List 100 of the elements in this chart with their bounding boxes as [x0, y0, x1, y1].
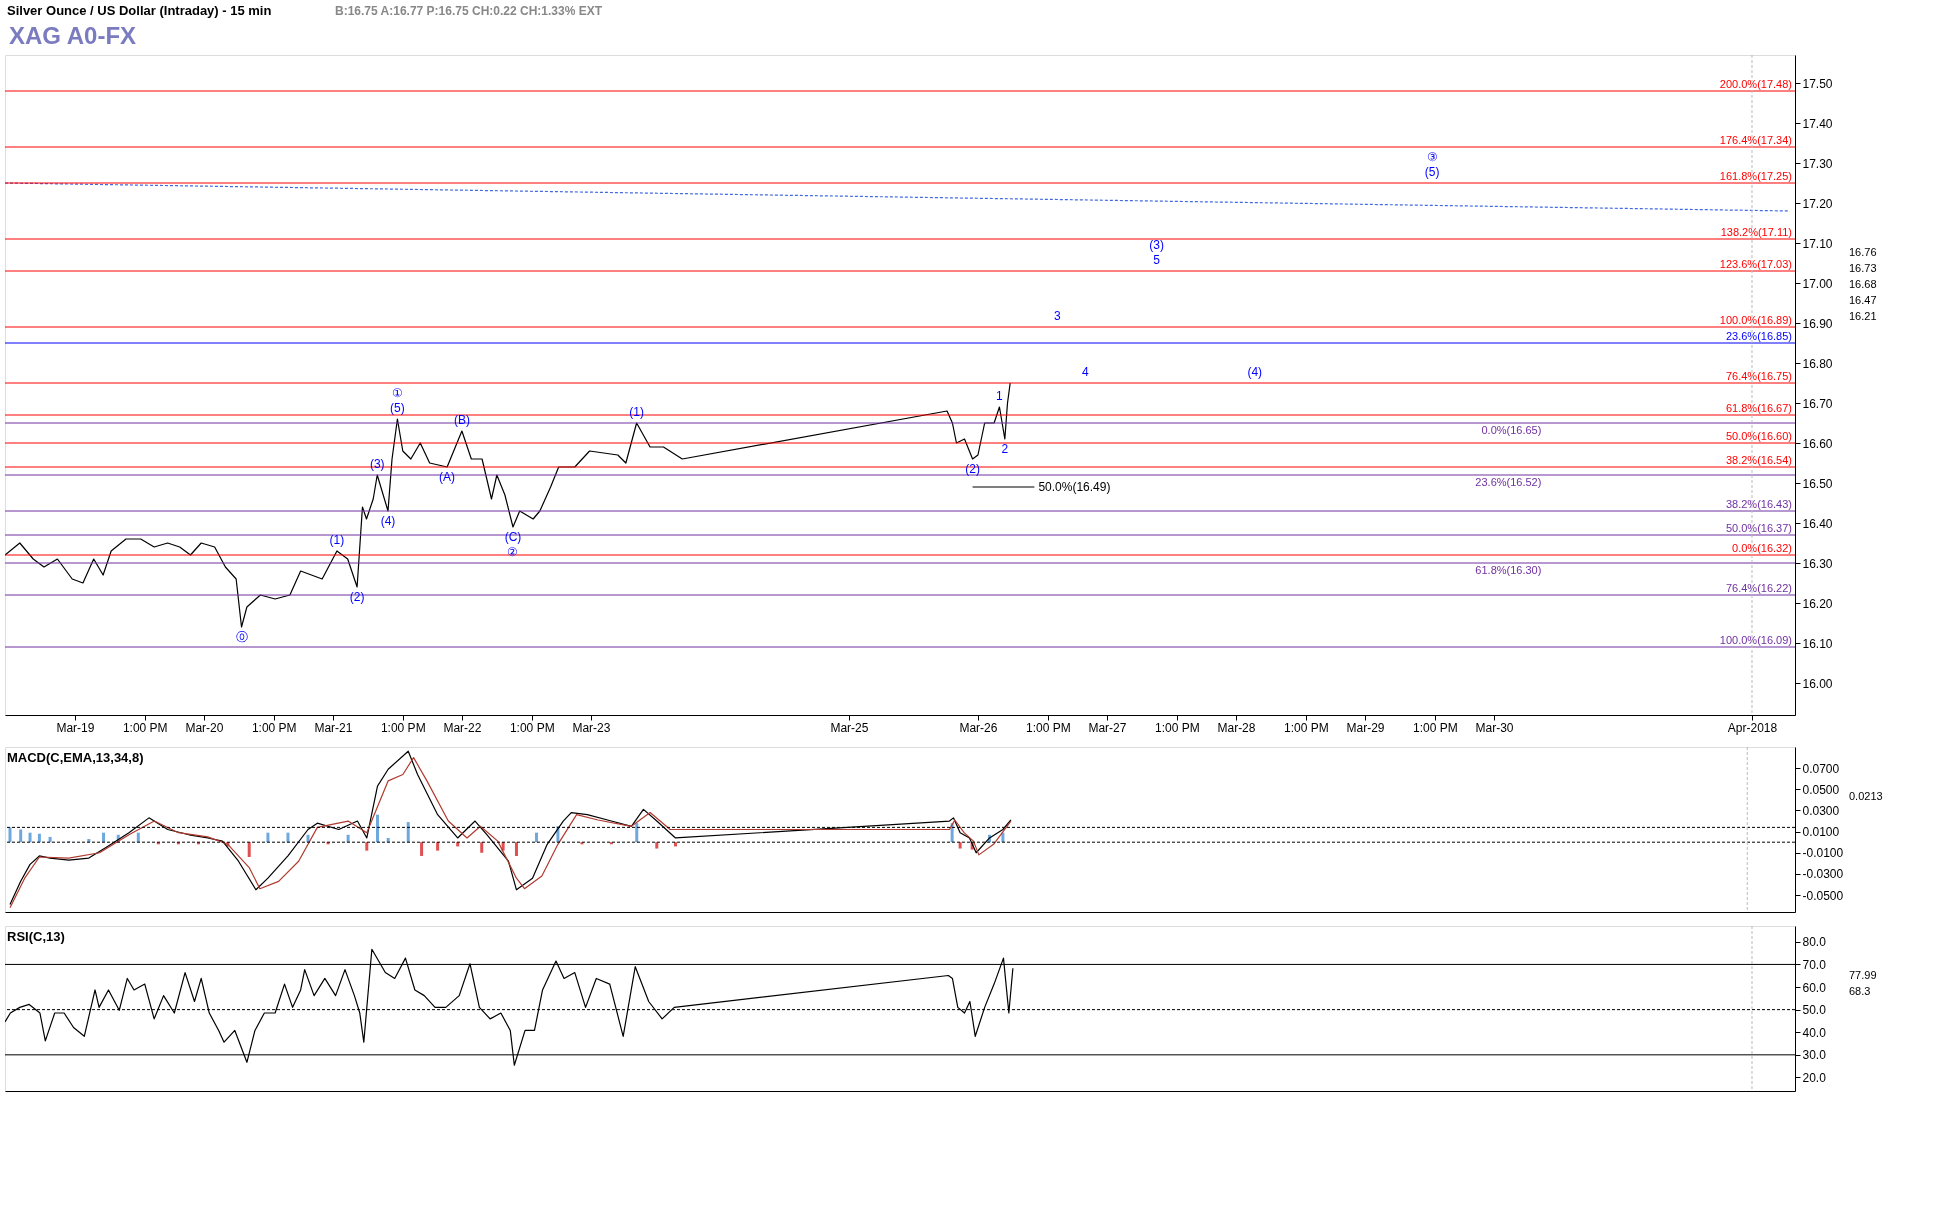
ref-line-label: 61.8%(16.30): [1475, 564, 1542, 576]
y-tick-label: -0.0100: [1802, 846, 1844, 861]
x-tick-label: Mar-30: [1475, 720, 1514, 735]
x-tick-label: Apr-2018: [1727, 720, 1778, 735]
x-tick-label: Mar-29: [1346, 720, 1385, 735]
annotation: (3): [369, 457, 385, 471]
text: 16.76: [1849, 246, 1877, 258]
x-tick-label: 1:00 PM: [122, 720, 168, 735]
y-tick-label: 0.0500: [1802, 782, 1840, 797]
y-tick-label: 20.0: [1802, 1070, 1827, 1085]
y-tick-label: 17.40: [1802, 116, 1833, 131]
chart-title: RSI(C,13): [7, 929, 65, 944]
y-tick-label: 40.0: [1802, 1025, 1827, 1040]
ref-line-label: 38.2%(16.43): [1725, 498, 1792, 510]
annotation: (5): [1424, 165, 1440, 179]
ref-line-label: 200.0%(17.48): [1719, 78, 1792, 90]
x-tick-label: 1:00 PM: [1025, 720, 1071, 735]
annotation: 1: [996, 389, 1004, 403]
ref-line-label: 76.4%(16.22): [1725, 582, 1792, 594]
ref-line-label: 38.2%(16.54): [1725, 454, 1792, 466]
annotation: ⓪: [235, 630, 248, 644]
ref-line-label: 61.8%(16.67): [1725, 402, 1792, 414]
ref-line-label: 76.4%(16.75): [1725, 370, 1792, 382]
annotation: (1): [629, 405, 644, 419]
y-tick-label: 16.60: [1802, 436, 1833, 451]
y-tick-label: 16.10: [1802, 636, 1833, 651]
ref-line-label: 138.2%(17.11): [1720, 226, 1792, 238]
y-tick-label: 16.00: [1802, 676, 1833, 691]
text: 16.21: [1849, 310, 1877, 322]
ref-line-label: 23.6%(16.52): [1475, 476, 1542, 488]
annotation: 2: [1001, 442, 1009, 456]
ref-line-label: 23.6%(16.85): [1725, 330, 1792, 342]
text: B:16.75 A:16.77 P:16.75 CH:0.22 CH:1.33% EXT: [335, 4, 603, 18]
x-tick-label: 1:00 PM: [251, 720, 297, 735]
chart-title: MACD(C,EMA,13,34,8): [7, 750, 144, 765]
chart-subtitle: XAG A0-FX: [9, 22, 137, 49]
x-tick-label: 1:00 PM: [1283, 720, 1329, 735]
ref-line-label: 100.0%(16.09): [1719, 634, 1792, 646]
ref-line-label: 50.0%(16.37): [1725, 522, 1792, 534]
x-tick-label: Mar-25: [830, 720, 869, 735]
ref-line-label: 123.6%(17.03): [1719, 258, 1792, 270]
annotation: ③: [1426, 150, 1438, 164]
y-tick-label: 17.20: [1802, 196, 1833, 211]
y-tick-label: 17.50: [1802, 76, 1833, 91]
x-tick-label: Mar-20: [185, 720, 224, 735]
text: 68.3: [1849, 984, 1871, 997]
y-tick-label: 16.40: [1802, 516, 1833, 531]
ref-line-label: 50.0%(16.60): [1725, 430, 1792, 442]
annotation: ①: [391, 386, 403, 400]
x-tick-label: Mar-28: [1217, 720, 1256, 735]
annotation: ②: [507, 545, 519, 559]
y-tick-label: 80.0: [1802, 935, 1827, 950]
annotation: (A): [439, 470, 456, 484]
text: 16.47: [1849, 294, 1877, 306]
y-tick-label: 17.30: [1802, 156, 1833, 171]
ref-line-label: 176.4%(17.34): [1719, 134, 1792, 146]
x-tick-label: Mar-19: [56, 720, 95, 735]
y-tick-label: 30.0: [1802, 1048, 1827, 1063]
y-tick-label: 70.0: [1802, 957, 1827, 972]
annotation: (5): [390, 401, 405, 415]
text: 77.99: [1849, 968, 1877, 981]
annotation: (1): [329, 533, 345, 547]
y-tick-label: 60.0: [1802, 980, 1827, 995]
x-tick-label: Mar-21: [314, 720, 353, 735]
chart-title: Silver Ounce / US Dollar (Intraday) - 15 min: [7, 3, 272, 18]
annotation: (3): [1149, 238, 1165, 252]
x-tick-label: 1:00 PM: [1154, 720, 1200, 735]
x-tick-label: 1:00 PM: [509, 720, 555, 735]
annotation: (2): [965, 462, 980, 476]
y-tick-label: 16.90: [1802, 316, 1833, 331]
y-tick-label: 17.00: [1802, 276, 1833, 291]
y-tick-label: -0.0500: [1802, 888, 1844, 903]
y-tick-label: 16.20: [1802, 596, 1833, 611]
x-tick-label: Mar-23: [572, 720, 611, 735]
y-tick-label: 50.0: [1802, 1003, 1827, 1018]
ref-line-label: 161.8%(17.25): [1719, 170, 1792, 182]
annotation: 3: [1053, 309, 1061, 323]
text: 16.68: [1849, 278, 1877, 290]
annotation: (4): [1247, 365, 1263, 379]
x-tick-label: Mar-22: [443, 720, 482, 735]
annotation: (C): [504, 530, 522, 544]
annotation: (4): [380, 514, 396, 528]
ref-line-label: 0.0%(16.32): [1732, 542, 1792, 554]
annotation: 5: [1153, 253, 1161, 267]
x-tick-label: Mar-26: [959, 720, 998, 735]
y-tick-label: -0.0300: [1802, 867, 1844, 882]
x-tick-label: 1:00 PM: [1413, 720, 1458, 735]
annotation: (B): [453, 413, 470, 427]
ref-line-label: 0.0%(16.65): [1481, 424, 1542, 436]
y-tick-label: 0.0100: [1802, 825, 1840, 840]
ref-line-label: 100.0%(16.89): [1719, 314, 1792, 326]
y-tick-label: 17.10: [1802, 236, 1833, 251]
text: 16.73: [1849, 262, 1877, 274]
annotation: 50.0%(16.49): [1038, 480, 1111, 494]
text: 0.0213: [1849, 789, 1883, 802]
annotation: 4: [1082, 365, 1090, 379]
annotation: (2): [349, 590, 365, 604]
y-tick-label: 16.30: [1802, 556, 1833, 571]
y-tick-label: 16.50: [1802, 476, 1833, 491]
y-tick-label: 0.0700: [1802, 761, 1840, 776]
